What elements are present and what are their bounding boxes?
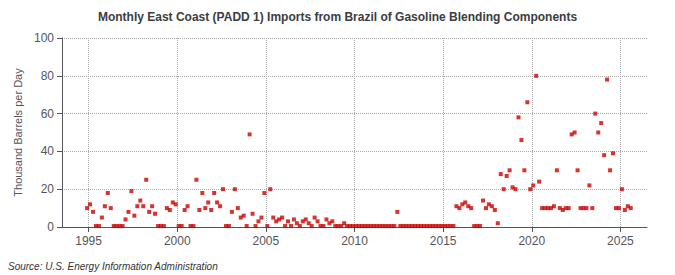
svg-text:80: 80 [41, 69, 55, 83]
svg-text:Thousand Barrels per Day: Thousand Barrels per Day [12, 68, 24, 197]
svg-text:1995: 1995 [75, 234, 102, 248]
svg-text:2020: 2020 [518, 234, 545, 248]
svg-text:100: 100 [34, 31, 54, 45]
svg-text:2000: 2000 [164, 234, 191, 248]
svg-text:2010: 2010 [341, 234, 368, 248]
svg-text:2005: 2005 [253, 234, 280, 248]
svg-text:20: 20 [41, 182, 55, 196]
svg-text:40: 40 [41, 144, 55, 158]
svg-text:2015: 2015 [430, 234, 457, 248]
svg-text:2025: 2025 [607, 234, 634, 248]
svg-text:60: 60 [41, 107, 55, 121]
svg-text:Monthly East Coast (PADD 1) Im: Monthly East Coast (PADD 1) Imports from… [98, 10, 577, 24]
svg-text:0: 0 [47, 220, 54, 234]
svg-text:Source: U.S. Energy Informatio: Source: U.S. Energy Information Administ… [8, 261, 218, 272]
